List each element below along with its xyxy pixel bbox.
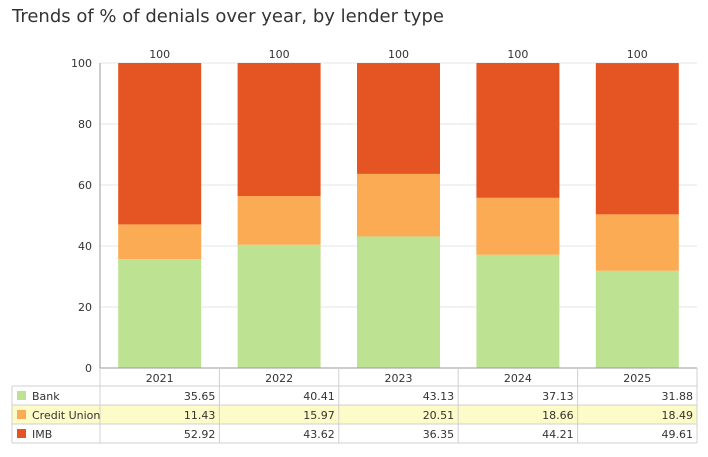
legend-swatch bbox=[17, 410, 26, 419]
bar-bank-2023 bbox=[357, 236, 440, 368]
table-cell-value: 18.49 bbox=[662, 409, 694, 422]
table-cell-value: 44.21 bbox=[542, 428, 574, 441]
table-cell-value: 20.51 bbox=[423, 409, 455, 422]
bar-total-label: 100 bbox=[269, 48, 290, 61]
table-cell-value: 35.65 bbox=[184, 390, 216, 403]
bar-bank-2025 bbox=[595, 270, 679, 368]
x-category-label: 2021 bbox=[146, 372, 174, 385]
data-table: 2021 2022 2023 2024 2025 Bank 35.65 40.41 43.13 3… bbox=[11, 368, 698, 444]
bar-credit-union-2024 bbox=[476, 197, 560, 255]
legend-swatch bbox=[17, 429, 26, 438]
axes: 0 20 40 60 80 100 100 100 100 100 100 bbox=[71, 48, 697, 375]
bar-credit-union-2022 bbox=[237, 196, 321, 245]
table-cell-value: 43.62 bbox=[303, 428, 335, 441]
table-cell-value: 36.35 bbox=[423, 428, 455, 441]
table-cell-value: 49.61 bbox=[662, 428, 694, 441]
table-cell-value: 40.41 bbox=[303, 390, 335, 403]
bar-credit-union-2023 bbox=[357, 173, 440, 237]
legend-label: Bank bbox=[32, 390, 60, 403]
bar-imb-2023 bbox=[357, 63, 440, 174]
bar-imb-2025 bbox=[595, 63, 679, 215]
bar-credit-union-2025 bbox=[595, 214, 679, 271]
table-cell-value: 11.43 bbox=[184, 409, 216, 422]
bar-total-label: 100 bbox=[507, 48, 528, 61]
y-tick-label: 40 bbox=[78, 240, 92, 253]
table-cell-value: 31.88 bbox=[662, 390, 694, 403]
legend-swatch bbox=[17, 391, 26, 400]
bar-total-label: 100 bbox=[388, 48, 409, 61]
x-category-label: 2023 bbox=[385, 372, 413, 385]
bar-total-label: 100 bbox=[149, 48, 170, 61]
table-row-highlight bbox=[12, 405, 697, 424]
y-tick-label: 80 bbox=[78, 118, 92, 131]
table-cell-value: 18.66 bbox=[542, 409, 574, 422]
x-category-label: 2024 bbox=[504, 372, 532, 385]
bar-bank-2024 bbox=[476, 254, 560, 368]
bar-total-label: 100 bbox=[627, 48, 648, 61]
bar-bank-2021 bbox=[118, 259, 202, 368]
table-cell-value: 52.92 bbox=[184, 428, 216, 441]
x-category-label: 2022 bbox=[265, 372, 293, 385]
bar-imb-2024 bbox=[476, 63, 560, 198]
table-cell-value: 43.13 bbox=[423, 390, 455, 403]
legend-label: IMB bbox=[32, 428, 52, 441]
y-tick-label: 60 bbox=[78, 179, 92, 192]
chart-title: Trends of % of denials over year, by len… bbox=[12, 6, 444, 27]
bar-bank-2022 bbox=[237, 244, 321, 368]
bars bbox=[118, 63, 679, 368]
legend-label: Credit Union bbox=[32, 409, 100, 422]
table-cell-value: 37.13 bbox=[542, 390, 574, 403]
y-tick-label: 100 bbox=[71, 57, 92, 70]
y-tick-label: 0 bbox=[85, 362, 92, 375]
y-tick-label: 20 bbox=[78, 301, 92, 314]
table-cell-value: 15.97 bbox=[303, 409, 335, 422]
bar-imb-2022 bbox=[237, 63, 321, 197]
bar-credit-union-2021 bbox=[118, 224, 202, 260]
bar-imb-2021 bbox=[118, 63, 202, 225]
x-category-label: 2025 bbox=[623, 372, 651, 385]
